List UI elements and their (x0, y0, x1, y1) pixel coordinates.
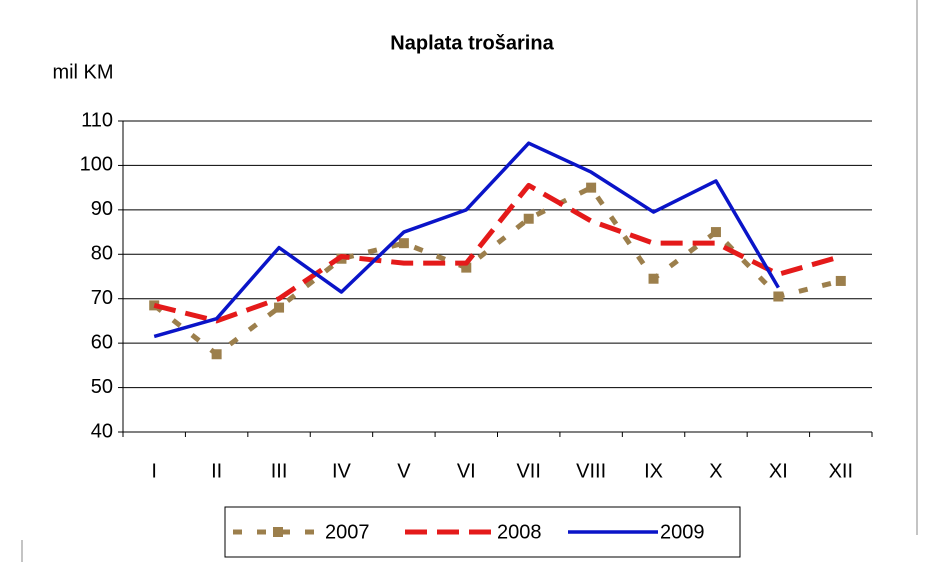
y-tick-label: 40 (91, 420, 113, 442)
x-tick-label: III (271, 460, 288, 482)
point-marker (398, 238, 409, 249)
y-tick-label: 80 (91, 243, 113, 265)
y-tick-label: 90 (91, 198, 113, 220)
point-marker (211, 349, 222, 360)
point-marker (274, 302, 285, 313)
legend-label: 2009 (660, 521, 705, 543)
legend-marker (273, 527, 283, 537)
series-line (153, 182, 842, 324)
point-marker (835, 275, 846, 286)
y-axis-label: mil KM (52, 61, 113, 83)
y-tick-label: 50 (91, 376, 113, 398)
series-line (153, 141, 780, 339)
legend-label: 2007 (325, 521, 370, 543)
y-tick-label: 60 (91, 331, 113, 353)
point-marker (523, 213, 534, 224)
x-tick-label: V (397, 460, 411, 482)
point-marker (586, 182, 597, 193)
y-tick-label: 110 (81, 109, 113, 131)
x-tick-label: X (709, 460, 722, 482)
point-marker (710, 227, 721, 238)
x-tick-label: I (151, 460, 157, 482)
x-tick-label: IV (332, 460, 352, 482)
x-tick-label: XII (829, 460, 853, 482)
legend-label: 2008 (497, 521, 542, 543)
point-marker (773, 291, 784, 302)
x-tick-label: VI (457, 460, 476, 482)
x-tick-label: VII (516, 460, 540, 482)
point-marker (461, 262, 472, 273)
x-tick-label: VIII (576, 460, 606, 482)
x-tick-label: II (211, 460, 222, 482)
x-tick-label: IX (644, 460, 663, 482)
point-marker (648, 273, 659, 284)
x-tick-label: XI (769, 460, 788, 482)
chart-title: Naplata trošarina (390, 32, 554, 54)
y-tick-label: 70 (91, 287, 113, 309)
series-line (152, 185, 842, 357)
y-tick-label: 100 (80, 154, 113, 176)
